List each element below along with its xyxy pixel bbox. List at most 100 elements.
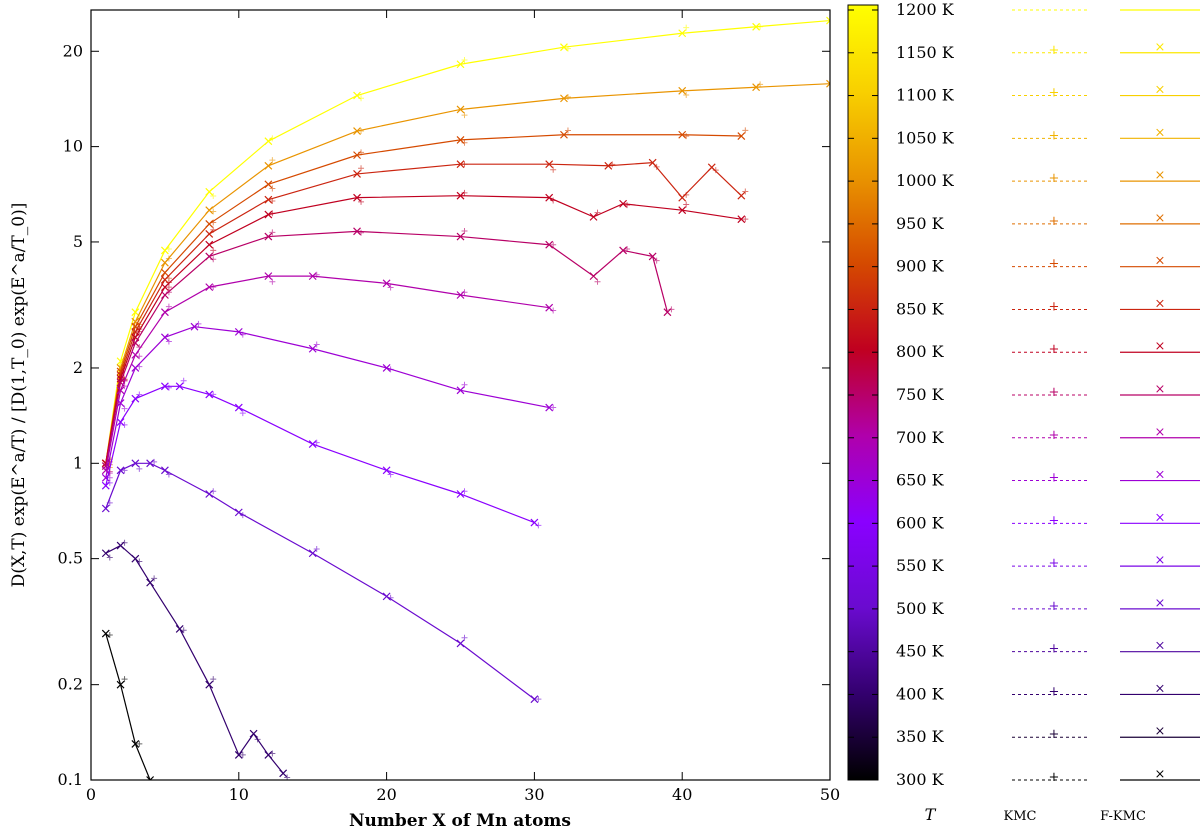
series-650k: [101, 320, 557, 482]
legend-kmc-marker: +: [1049, 299, 1060, 314]
kmc-marker: [550, 404, 557, 411]
kmc-marker: [461, 488, 468, 495]
kmc-marker: [461, 189, 468, 196]
kmc-marker: [683, 133, 690, 140]
kmc-marker: [239, 512, 246, 519]
kmc-marker: [461, 57, 468, 64]
colorbar-tick-label: 350 K: [896, 727, 945, 746]
kmc-marker: [358, 128, 365, 135]
fkmc-marker: [264, 180, 273, 189]
kmc-marker: [757, 23, 764, 30]
legend-header-t: T: [925, 805, 937, 824]
kmc-marker: [313, 546, 320, 553]
fkmc-marker: [308, 344, 317, 353]
kmc-marker: [239, 331, 246, 338]
fkmc-marker: [160, 258, 169, 267]
fkmc-marker: [648, 252, 657, 261]
kmc-marker: [313, 341, 320, 348]
kmc-marker: [210, 192, 217, 199]
kmc-marker: [535, 696, 542, 703]
fkmc-marker: [116, 680, 125, 689]
legend-kmc-marker: +: [1049, 342, 1060, 357]
kmc-marker: [594, 209, 601, 216]
kmc-marker: [831, 23, 837, 29]
kmc-marker: [387, 284, 394, 291]
fkmc-marker: [131, 364, 140, 372]
kmc-marker: [121, 467, 128, 474]
kmc-marker: [106, 554, 113, 561]
fkmc-marker: [619, 199, 628, 208]
legend-kmc-marker: +: [1049, 599, 1060, 614]
y-tick-label: 10: [63, 137, 83, 156]
kmc-marker: [165, 255, 172, 262]
legend-kmc-marker: +: [1049, 684, 1060, 699]
fkmc-marker: [678, 86, 687, 95]
kmc-marker: [151, 783, 157, 789]
kmc-marker: [461, 634, 468, 641]
y-tick-label: 2: [73, 358, 83, 377]
kmc-marker: [210, 219, 217, 226]
fkmc-marker: [264, 195, 273, 204]
kmc-marker: [121, 539, 128, 546]
kmc-marker: [550, 197, 557, 204]
fkmc-marker: [456, 386, 465, 395]
fkmc-marker: [160, 268, 169, 277]
x-tick-label: 50: [820, 785, 840, 804]
legend-row: + ×: [1012, 553, 1200, 571]
fkmc-marker: [545, 240, 554, 249]
y-tick-label: 20: [63, 41, 83, 60]
kmc-marker: [387, 471, 394, 478]
fkmc-marker: [175, 382, 184, 391]
colorbar-tick-label: 300 K: [896, 770, 945, 789]
legend-kmc-marker: +: [1049, 214, 1060, 229]
fkmc-marker: [131, 739, 140, 748]
colorbar-tick-label: 600 K: [896, 513, 945, 532]
kmc-marker: [210, 284, 217, 291]
kmc-marker: [313, 271, 320, 278]
series-1000k: [101, 79, 830, 471]
kmc-marker: [151, 575, 158, 582]
kmc-marker: [180, 377, 187, 384]
fkmc-marker: [456, 60, 465, 69]
x-tick-label: 30: [524, 785, 544, 804]
legend-row: + ×: [1012, 339, 1200, 357]
fkmc-marker: [234, 750, 243, 759]
fkmc-marker: [382, 592, 391, 601]
colorbar-tick-label: 400 K: [896, 684, 945, 703]
series-line: [105, 633, 151, 780]
fkmc-marker: [160, 246, 169, 255]
legend-fkmc-marker: ×: [1155, 639, 1166, 654]
legend-fkmc-marker: ×: [1155, 596, 1166, 611]
fkmc-marker: [205, 283, 214, 292]
series-line: [105, 19, 830, 464]
kmc-marker: [195, 320, 202, 327]
fkmc-marker: [264, 750, 273, 759]
kmc-marker: [210, 208, 217, 215]
series-line: [105, 230, 668, 467]
kmc-marker: [461, 139, 468, 146]
fkmc-marker: [648, 158, 657, 167]
fkmc-marker: [382, 279, 391, 288]
fkmc-marker: [160, 283, 169, 292]
kmc-marker: [624, 246, 631, 253]
series-1200k: [101, 16, 837, 468]
kmc-marker: [358, 95, 365, 102]
plot-frame: [90, 9, 831, 781]
legend-row: + ×: [1012, 468, 1200, 486]
fkmc-marker: [308, 440, 317, 449]
kmc-marker: [165, 338, 172, 345]
legend-fkmc-marker: ×: [1155, 382, 1166, 397]
legend-kmc-marker: +: [1049, 513, 1060, 528]
series-750k: [101, 227, 675, 475]
kmc-marker: [106, 631, 113, 638]
fkmc-marker: [752, 22, 761, 31]
legend-header-kmc: KMC: [1004, 809, 1037, 824]
fkmc-marker: [131, 338, 140, 347]
kmc-marker: [387, 594, 394, 601]
fkmc-marker: [205, 680, 214, 689]
legend-row: + ×: [1012, 425, 1200, 443]
fkmc-marker: [560, 130, 568, 139]
colorbar-tick-label: 700 K: [896, 428, 945, 447]
kmc-marker: [269, 185, 276, 192]
